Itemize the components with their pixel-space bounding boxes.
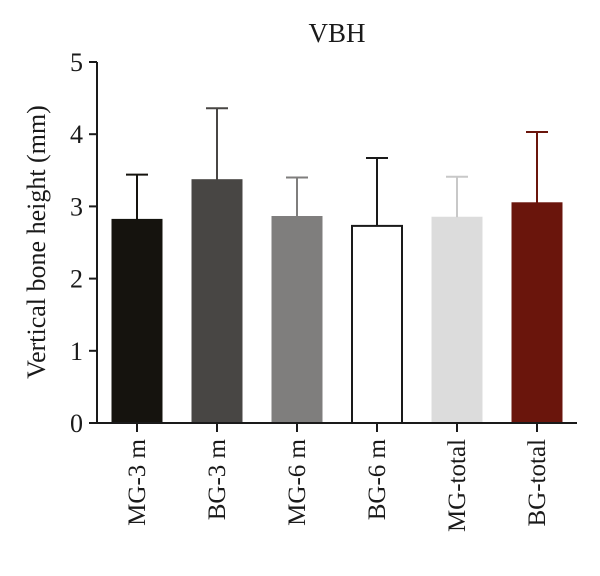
error-bars-group <box>126 107 548 226</box>
x-tick-label: BG-total <box>524 439 551 527</box>
bars-group <box>111 179 563 424</box>
y-tick-label: 0 <box>70 409 83 438</box>
bar <box>431 216 483 424</box>
x-tick-label: MG-total <box>444 439 471 532</box>
y-tick-label: 3 <box>70 192 83 221</box>
x-tick-label: BG-6 m <box>364 438 391 520</box>
bar <box>111 218 163 424</box>
chart-title: VBH <box>308 18 365 48</box>
y-tick-label: 1 <box>70 337 83 366</box>
x-tick-label: MG-3 m <box>124 438 151 525</box>
bar <box>271 216 323 424</box>
x-tick-label: BG-3 m <box>204 438 231 520</box>
x-tick-label: MG-6 m <box>284 438 311 525</box>
bar <box>351 224 403 424</box>
y-tick-label: 2 <box>70 265 83 294</box>
y-axis-label: Vertical bone height (mm) <box>22 105 51 379</box>
x-ticks-group: MG-3 m BG-3 m MG-6 m BG-6 m MG-total BG-total <box>124 423 551 532</box>
y-tick-label: 5 <box>70 48 83 77</box>
y-ticks-group: 0 1 2 3 4 5 <box>70 48 97 438</box>
bar <box>191 179 243 424</box>
y-tick-label: 4 <box>70 120 83 149</box>
bar <box>511 202 563 424</box>
